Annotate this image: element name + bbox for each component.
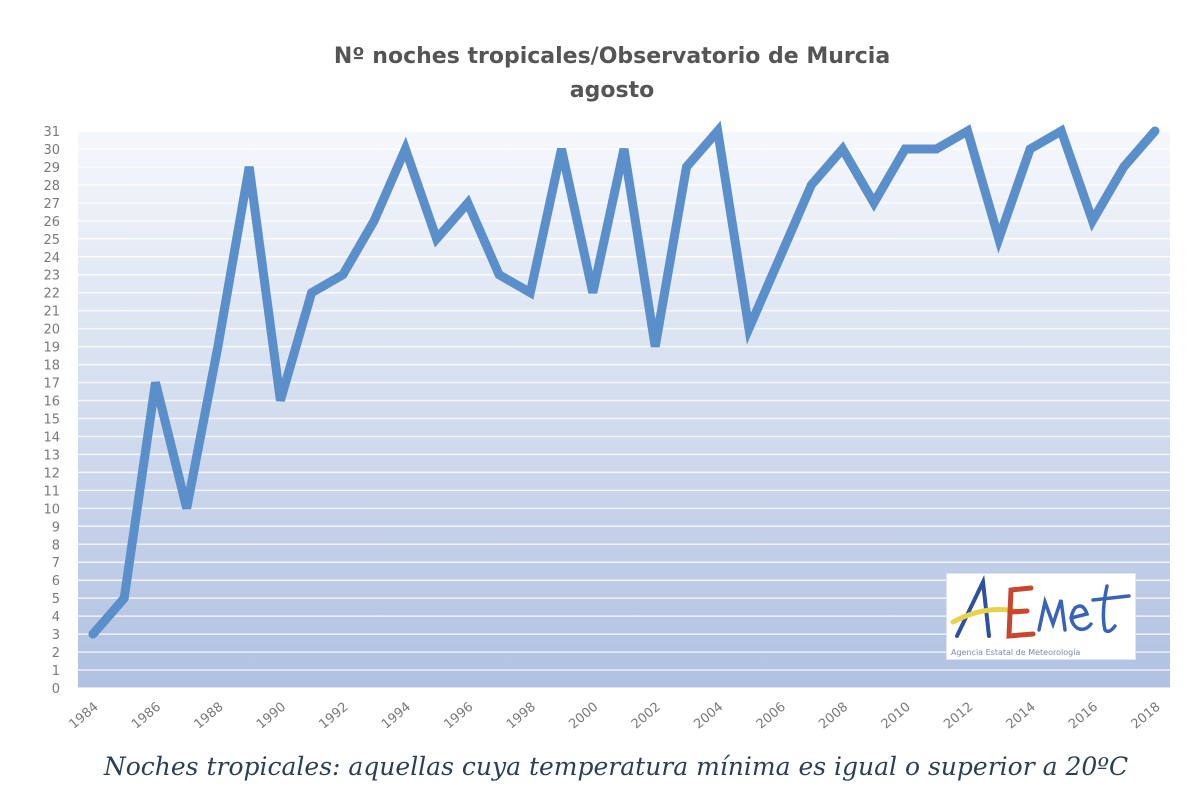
chart-title: Nº noches tropicales/Observatorio de Mur… <box>0 40 1200 108</box>
y-tick-label: 29 <box>43 161 60 176</box>
y-tick-label: 25 <box>43 233 60 248</box>
x-tick-label: 1998 <box>504 700 539 733</box>
aemet-logo-subtitle: Agencia Estatal de Meteorología <box>951 648 1081 657</box>
y-tick-label: 0 <box>52 682 60 697</box>
x-tick-label: 2004 <box>691 700 726 733</box>
y-tick-label: 26 <box>43 215 60 230</box>
y-tick-label: 9 <box>52 520 60 535</box>
chart-title-main: Nº noches tropicales/Observatorio de Mur… <box>333 44 891 69</box>
y-tick-label: 1 <box>52 664 60 679</box>
y-tick-label: 5 <box>52 592 60 607</box>
x-tick-label: 1990 <box>254 700 289 733</box>
y-tick-label: 31 <box>43 125 60 140</box>
y-tick-label: 14 <box>43 430 60 445</box>
y-tick-label: 11 <box>43 484 60 499</box>
chart-caption: Noches tropicales: aquellas cuya tempera… <box>103 752 1129 781</box>
y-tick-label: 7 <box>52 556 60 571</box>
x-tick-label: 2006 <box>754 700 789 733</box>
x-tick-label: 2002 <box>629 700 664 733</box>
x-tick-label: 2008 <box>816 700 851 733</box>
y-tick-label: 16 <box>43 395 60 410</box>
y-tick-label: 30 <box>43 143 60 158</box>
aemet-logo: Agencia Estatal de Meteorología <box>946 573 1136 660</box>
x-tick-label: 1988 <box>192 700 227 733</box>
data-line <box>88 120 1160 639</box>
x-tick-label: 2014 <box>1004 700 1039 733</box>
y-tick-label: 21 <box>43 305 60 320</box>
x-tick-label: 2016 <box>1066 700 1101 733</box>
y-tick-label: 6 <box>52 574 60 589</box>
y-tick-label: 17 <box>43 377 60 392</box>
x-tick-label: 1986 <box>129 700 164 733</box>
y-tick-label: 28 <box>43 179 60 194</box>
y-tick-label: 24 <box>43 251 60 266</box>
y-tick-label: 19 <box>43 341 60 356</box>
y-tick-label: 23 <box>43 269 60 284</box>
x-tick-label: 1984 <box>67 700 102 733</box>
y-tick-label: 22 <box>43 287 60 302</box>
y-axis: 0123456789101112131415161718192021222324… <box>43 125 60 697</box>
y-tick-label: 13 <box>43 448 60 463</box>
x-tick-label: 2018 <box>1129 700 1164 733</box>
x-tick-label: 2010 <box>879 700 914 733</box>
aemet-logo-icon <box>950 574 1131 639</box>
x-tick-label: 2000 <box>566 700 601 733</box>
chart-subtitle: agosto <box>569 78 655 103</box>
y-tick-label: 10 <box>43 502 60 517</box>
y-tick-label: 27 <box>43 197 60 212</box>
x-tick-label: 1992 <box>316 700 351 733</box>
x-tick-label: 1994 <box>379 700 414 733</box>
x-tick-label: 2012 <box>941 700 976 733</box>
y-tick-label: 20 <box>43 323 60 338</box>
x-axis: 1984 1986 1988 1990 1992 1994 1996 1998 2000 2002… <box>67 700 1164 733</box>
y-tick-label: 15 <box>43 412 60 427</box>
y-tick-label: 8 <box>52 538 60 553</box>
y-tick-label: 18 <box>43 359 60 374</box>
y-tick-label: 4 <box>52 610 60 625</box>
x-tick-label: 1996 <box>441 700 476 733</box>
y-tick-label: 3 <box>52 628 60 643</box>
y-tick-label: 12 <box>43 466 60 481</box>
y-tick-label: 2 <box>52 646 60 661</box>
